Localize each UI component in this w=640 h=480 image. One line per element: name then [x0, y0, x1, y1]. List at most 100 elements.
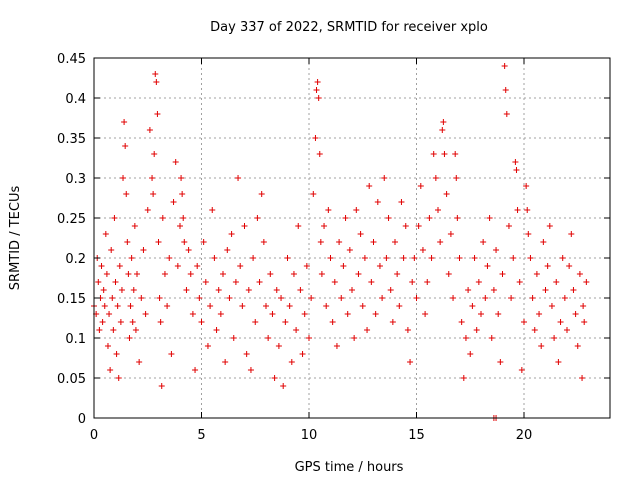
data-point: [109, 295, 116, 301]
data-point: [154, 111, 161, 117]
data-point: [521, 319, 527, 325]
data-point: [152, 71, 159, 77]
data-point: [480, 239, 487, 245]
data-point: [98, 263, 105, 269]
data-point: [127, 303, 134, 309]
data-point: [132, 327, 139, 333]
data-point: [478, 311, 484, 317]
data-point: [394, 271, 401, 277]
data-point: [502, 87, 509, 93]
data-point: [460, 375, 467, 381]
data-point: [166, 255, 173, 261]
y-tick-label: 0.05: [57, 372, 86, 387]
data-point: [180, 215, 187, 221]
y-tick-label: 0.2: [65, 252, 86, 267]
data-point: [222, 359, 229, 365]
data-point: [411, 255, 418, 261]
data-point: [501, 63, 508, 69]
data-point: [366, 183, 373, 189]
data-point: [336, 239, 343, 245]
data-point: [228, 231, 235, 237]
data-point: [313, 87, 320, 93]
data-point: [241, 223, 248, 229]
data-point: [510, 255, 517, 261]
data-point: [392, 239, 398, 245]
data-point: [100, 287, 107, 293]
data-point: [557, 319, 564, 325]
data-point: [161, 271, 168, 277]
data-point: [104, 343, 111, 349]
data-point: [316, 151, 323, 157]
data-point: [331, 279, 338, 285]
data-point: [310, 191, 317, 197]
data-point: [116, 263, 123, 269]
data-point: [168, 351, 175, 357]
data-point: [351, 335, 358, 341]
data-point: [299, 351, 306, 357]
data-point: [355, 271, 362, 277]
data-point: [568, 231, 575, 237]
data-point: [187, 271, 194, 277]
data-point: [288, 359, 295, 365]
data-point: [290, 271, 297, 277]
data-point: [267, 271, 274, 277]
data-point: [490, 287, 497, 293]
data-point: [467, 351, 474, 357]
data-point: [258, 191, 265, 197]
data-point: [192, 367, 199, 373]
data-point: [349, 287, 355, 293]
data-point: [196, 295, 203, 301]
plot-frame: [93, 57, 611, 419]
data-point: [513, 167, 520, 173]
data-point: [497, 359, 504, 365]
y-tick-label: 0.4: [65, 92, 86, 107]
data-point: [278, 295, 285, 301]
data-point: [144, 207, 151, 213]
data-point: [450, 295, 457, 301]
data-point: [146, 127, 153, 133]
data-point: [572, 311, 579, 317]
data-point: [488, 335, 495, 341]
data-point: [525, 231, 532, 237]
data-point: [155, 239, 162, 245]
data-point: [209, 207, 216, 213]
data-point: [475, 279, 482, 285]
data-point: [428, 255, 435, 261]
data-point: [128, 255, 135, 261]
data-point: [523, 183, 530, 189]
data-point: [564, 327, 570, 333]
y-tick-label: 0.25: [57, 212, 86, 227]
data-point: [342, 215, 349, 221]
data-point: [111, 215, 118, 221]
data-point: [581, 319, 588, 325]
data-point: [284, 255, 291, 261]
data-point: [124, 239, 131, 245]
data-point: [542, 287, 549, 293]
data-point: [579, 375, 586, 381]
data-point: [157, 319, 164, 325]
grid-lines: [94, 58, 610, 418]
data-point: [381, 175, 388, 181]
data-point: [312, 135, 319, 141]
data-point: [252, 319, 259, 325]
data-point: [185, 247, 192, 253]
data-point: [123, 191, 130, 197]
data-point: [495, 311, 502, 317]
data-point: [514, 207, 521, 213]
data-point: [344, 311, 351, 317]
data-point: [548, 303, 555, 309]
data-point: [215, 287, 222, 293]
data-point: [247, 367, 254, 373]
data-point: [424, 279, 431, 285]
data-point: [230, 335, 237, 341]
data-point: [323, 303, 330, 309]
data-point: [194, 263, 201, 269]
data-point: [327, 255, 334, 261]
y-tick-label: 0.3: [65, 172, 86, 187]
data-point: [164, 303, 171, 309]
data-point: [333, 343, 340, 349]
data-point: [102, 231, 109, 237]
data-point: [379, 295, 386, 301]
y-tick-label: 0: [78, 412, 86, 427]
